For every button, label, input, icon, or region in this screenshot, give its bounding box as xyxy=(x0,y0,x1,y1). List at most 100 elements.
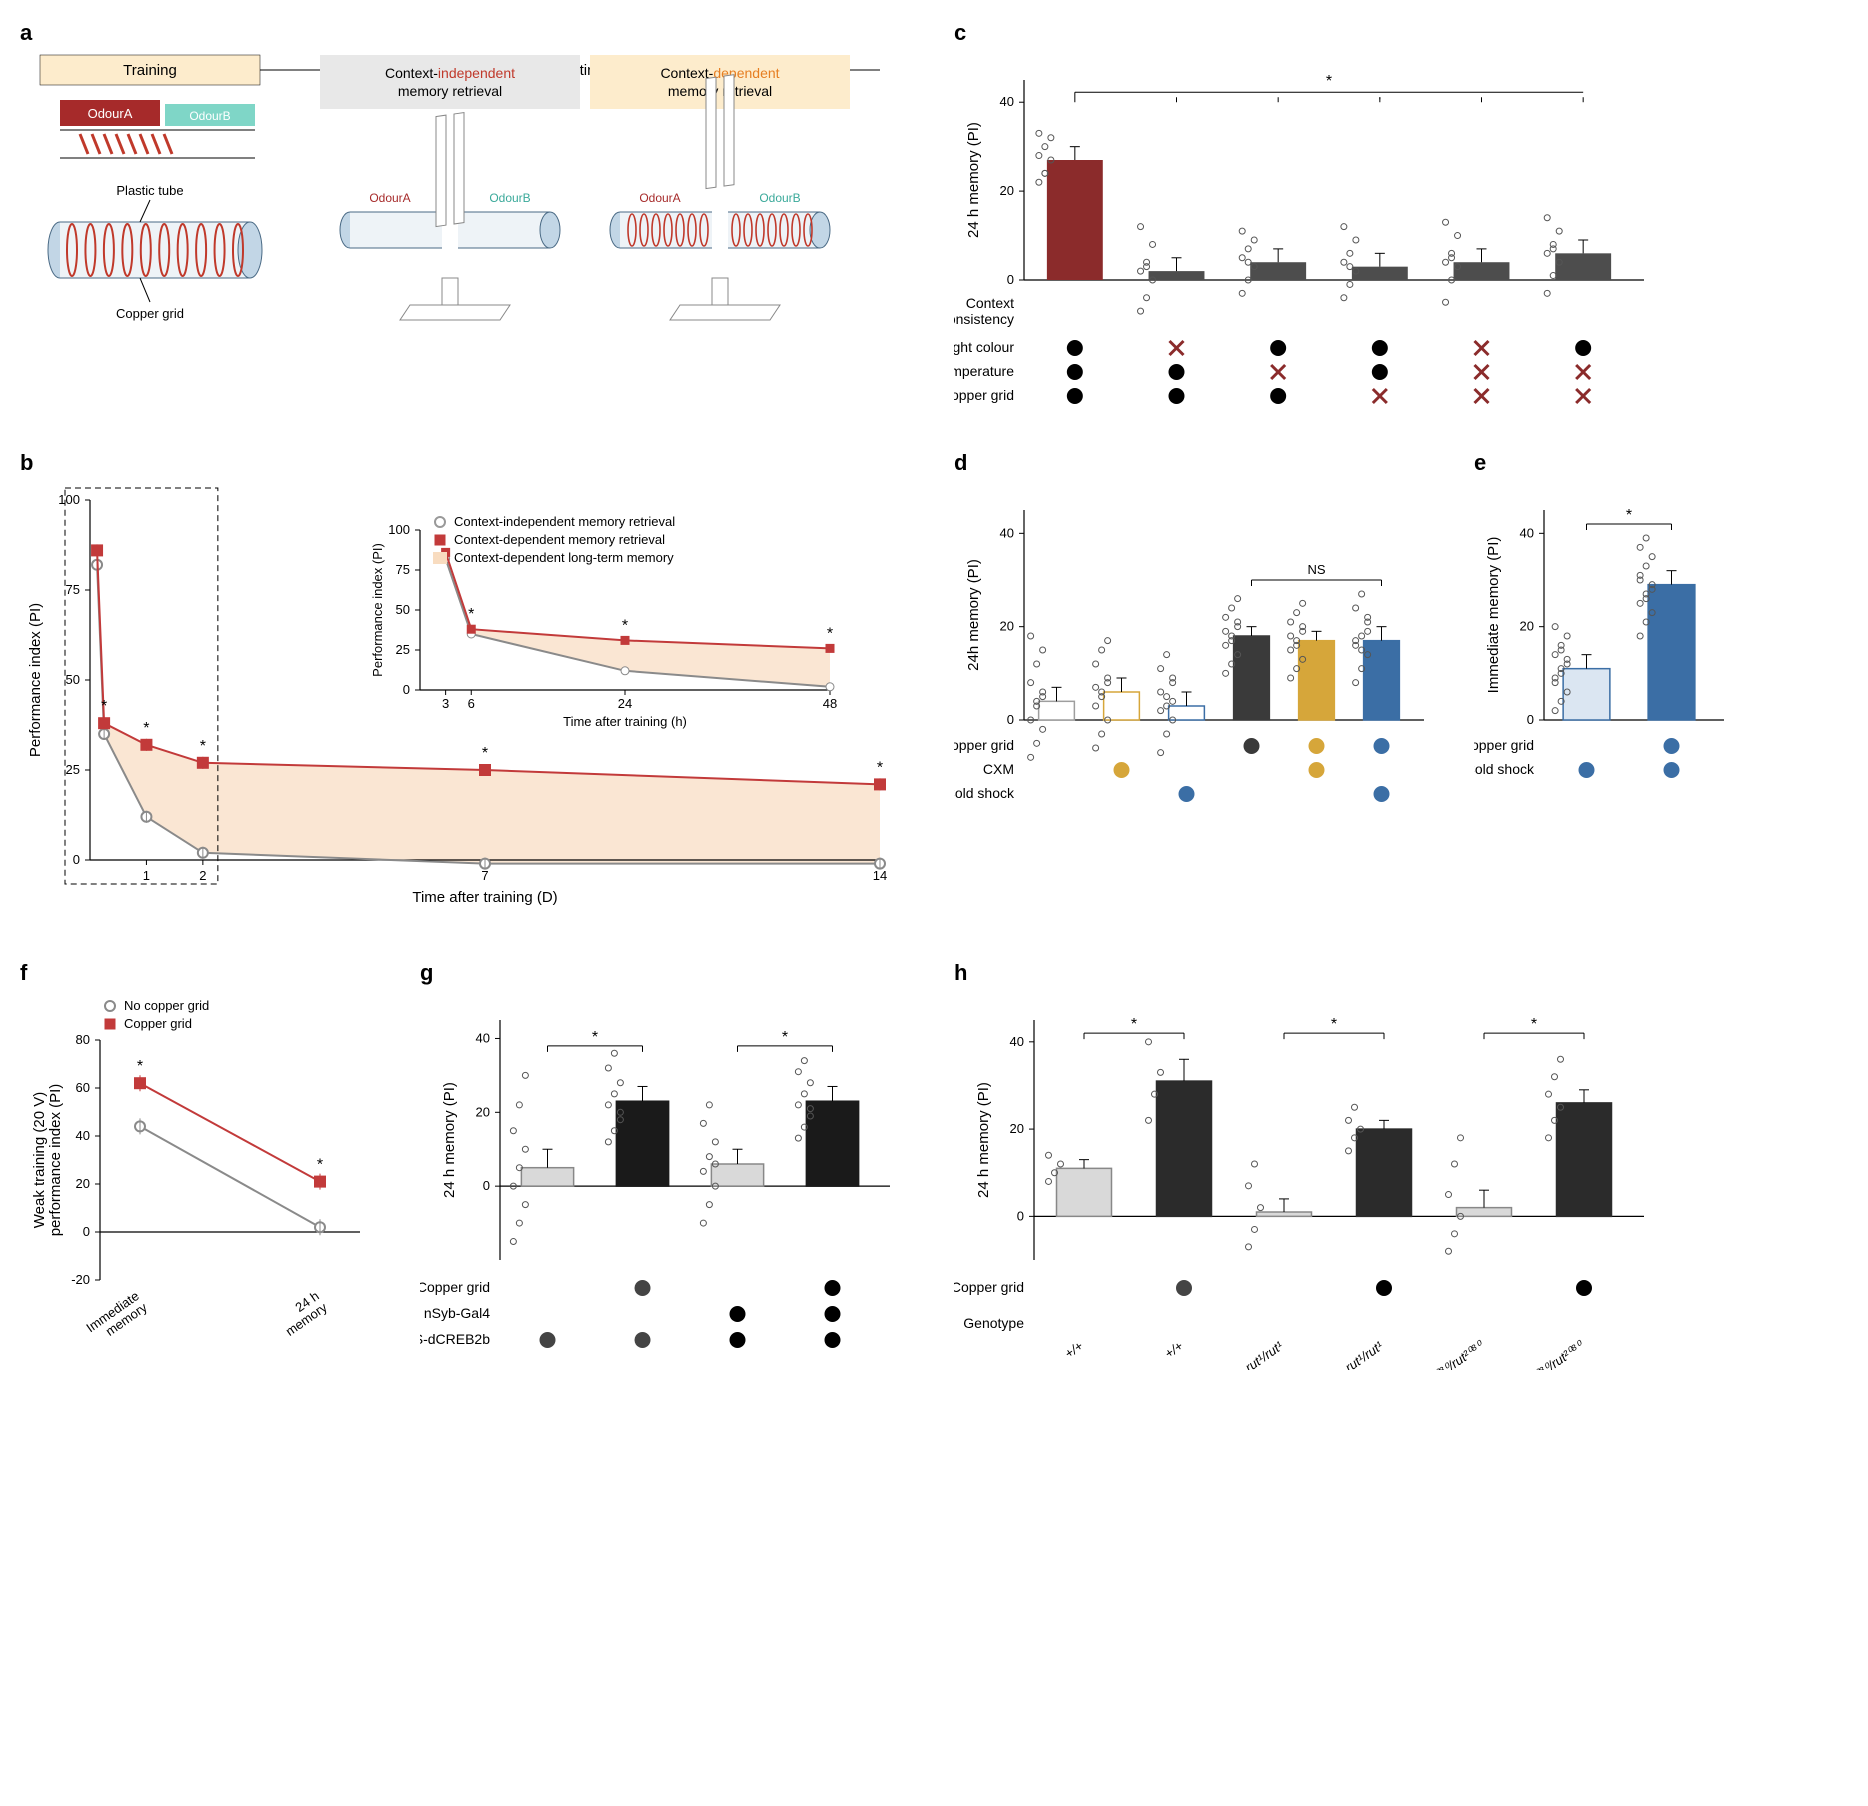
svg-text:*: * xyxy=(317,1157,323,1174)
svg-text:*: * xyxy=(101,698,107,715)
svg-text:0: 0 xyxy=(403,682,410,697)
svg-text:40: 40 xyxy=(1000,94,1014,109)
svg-text:*: * xyxy=(592,1029,598,1046)
svg-text:50: 50 xyxy=(396,602,410,617)
svg-text:40: 40 xyxy=(76,1128,90,1143)
svg-text:20: 20 xyxy=(1000,619,1014,634)
svg-text:Light colour: Light colour xyxy=(954,339,1014,355)
svg-text:Copper grid: Copper grid xyxy=(420,1279,490,1295)
svg-text:100: 100 xyxy=(388,522,410,537)
panel-d: d 0204024h memory (PI)NSCopper gridCXMCo… xyxy=(954,450,1434,920)
svg-text:rut¹/rut¹: rut¹/rut¹ xyxy=(1242,1338,1286,1370)
svg-text:20: 20 xyxy=(476,1104,490,1119)
svg-text:25: 25 xyxy=(396,642,410,657)
svg-text:OdourA: OdourA xyxy=(88,106,133,121)
svg-text:Context: Context xyxy=(966,295,1014,311)
svg-text:0: 0 xyxy=(1017,1208,1024,1223)
svg-text:1: 1 xyxy=(143,868,150,883)
svg-text:-20: -20 xyxy=(71,1272,90,1287)
svg-text:24 h memory (PI): 24 h memory (PI) xyxy=(441,1082,458,1198)
svg-text:Cold shock: Cold shock xyxy=(954,785,1015,801)
svg-text:0: 0 xyxy=(1007,272,1014,287)
svg-text:50: 50 xyxy=(66,672,80,687)
svg-text:*: * xyxy=(827,625,833,642)
svg-text:OdourB: OdourB xyxy=(759,191,800,205)
svg-text:*: * xyxy=(482,745,488,762)
svg-text:*: * xyxy=(137,1058,143,1075)
panel-c-svg: 0204024 h memory (PI)*ContextConsistency… xyxy=(954,50,1654,410)
panel-f-inner: f -20020406080Weak training (20 V)perfor… xyxy=(20,960,380,1370)
svg-text:20: 20 xyxy=(76,1176,90,1191)
svg-text:*: * xyxy=(468,606,474,623)
svg-text:0: 0 xyxy=(1527,712,1534,727)
svg-text:24 h memory (PI): 24 h memory (PI) xyxy=(975,1082,992,1198)
svg-text:0: 0 xyxy=(83,1224,90,1239)
svg-text:2: 2 xyxy=(199,868,206,883)
svg-text:*: * xyxy=(143,720,149,737)
svg-text:rut²⁰⁸⁰/rut²⁰⁸⁰: rut²⁰⁸⁰/rut²⁰⁸⁰ xyxy=(1416,1337,1487,1370)
svg-text:20: 20 xyxy=(1010,1121,1024,1136)
svg-text:UAS-dCREB2b: UAS-dCREB2b xyxy=(420,1331,490,1347)
svg-text:Training: Training xyxy=(123,62,177,79)
svg-text:*: * xyxy=(1626,507,1632,524)
panel-g: g 0204024 h memory (PI)**Copper gridnSyb… xyxy=(420,960,900,1370)
panel-b-svg: 025507510012714Time after training (D)Pe… xyxy=(20,480,900,920)
panel-d-label: d xyxy=(954,450,1434,476)
panel-h: h 0204024 h memory (PI)***Copper gridGen… xyxy=(954,960,1848,1370)
panel-c-label: c xyxy=(954,20,1848,46)
svg-text:20: 20 xyxy=(1000,183,1014,198)
svg-text:Immediatememory: Immediatememory xyxy=(83,1288,150,1347)
svg-text:OdourB: OdourB xyxy=(489,191,530,205)
svg-text:40: 40 xyxy=(1010,1034,1024,1049)
svg-text:14: 14 xyxy=(873,868,887,883)
panel-g-svg: 0204024 h memory (PI)**Copper gridnSyb-G… xyxy=(420,990,900,1370)
svg-text:75: 75 xyxy=(396,562,410,577)
svg-text:Genotype: Genotype xyxy=(963,1315,1024,1331)
panel-h-svg: 0204024 h memory (PI)***Copper gridGenot… xyxy=(954,990,1654,1370)
svg-text:40: 40 xyxy=(1520,525,1534,540)
svg-text:0: 0 xyxy=(483,1178,490,1193)
panel-de: d 0204024h memory (PI)NSCopper gridCXMCo… xyxy=(954,450,1848,920)
svg-text:*: * xyxy=(782,1029,788,1046)
svg-text:rut²⁰⁸⁰/rut²⁰⁸⁰: rut²⁰⁸⁰/rut²⁰⁸⁰ xyxy=(1516,1337,1587,1370)
svg-text:*: * xyxy=(1531,1016,1537,1033)
svg-text:0: 0 xyxy=(73,852,80,867)
svg-text:rut¹/rut¹: rut¹/rut¹ xyxy=(1342,1338,1386,1370)
svg-text:*: * xyxy=(1331,1016,1337,1033)
svg-text:Copper grid: Copper grid xyxy=(954,737,1014,753)
svg-text:24: 24 xyxy=(618,696,632,711)
svg-text:+/+: +/+ xyxy=(1062,1338,1086,1361)
svg-text:25: 25 xyxy=(66,762,80,777)
svg-text:60: 60 xyxy=(76,1080,90,1095)
svg-text:40: 40 xyxy=(1000,525,1014,540)
svg-text:No copper grid: No copper grid xyxy=(124,998,209,1013)
svg-text:20: 20 xyxy=(1520,619,1534,634)
svg-text:Context-independent memory ret: Context-independent memory retrieval xyxy=(454,514,675,529)
svg-text:Immediate memory (PI): Immediate memory (PI) xyxy=(1485,537,1502,694)
svg-text:Consistency: Consistency xyxy=(954,311,1014,327)
svg-text:0: 0 xyxy=(1007,712,1014,727)
svg-text:Copper grid: Copper grid xyxy=(124,1016,192,1031)
svg-text:Time after training (D): Time after training (D) xyxy=(412,889,557,906)
panel-b-label: b xyxy=(20,450,914,476)
panel-d-svg: 0204024h memory (PI)NSCopper gridCXMCold… xyxy=(954,480,1434,820)
panel-a-label: a xyxy=(20,20,914,46)
svg-text:Copper grid: Copper grid xyxy=(116,306,184,321)
svg-text:*: * xyxy=(877,759,883,776)
panel-e-svg: 02040Immediate memory (PI)*Copper gridCo… xyxy=(1474,480,1734,820)
panel-b: b 025507510012714Time after training (D)… xyxy=(20,450,914,920)
svg-text:Context-dependent memory retri: Context-dependent memory retrieval xyxy=(454,532,665,547)
svg-text:24h memory (PI): 24h memory (PI) xyxy=(965,559,982,671)
panel-a: a TrainingTestingContext-independentmemo… xyxy=(20,20,914,410)
panel-e: e 02040Immediate memory (PI)*Copper grid… xyxy=(1474,450,1734,920)
svg-text:Plastic tube: Plastic tube xyxy=(116,183,183,198)
svg-text:OdourA: OdourA xyxy=(639,191,680,205)
svg-text:Performance index (PI): Performance index (PI) xyxy=(370,543,385,677)
svg-text:48: 48 xyxy=(823,696,837,711)
panel-h-label: h xyxy=(954,960,1848,986)
svg-text:Context-dependent long-term me: Context-dependent long-term memory xyxy=(454,550,674,565)
svg-text:Time after training (h): Time after training (h) xyxy=(563,714,687,729)
figure-grid: a TrainingTestingContext-independentmemo… xyxy=(20,20,1848,1370)
panel-f-label: f xyxy=(20,960,380,986)
panel-f-svg: -20020406080Weak training (20 V)performa… xyxy=(20,990,380,1370)
